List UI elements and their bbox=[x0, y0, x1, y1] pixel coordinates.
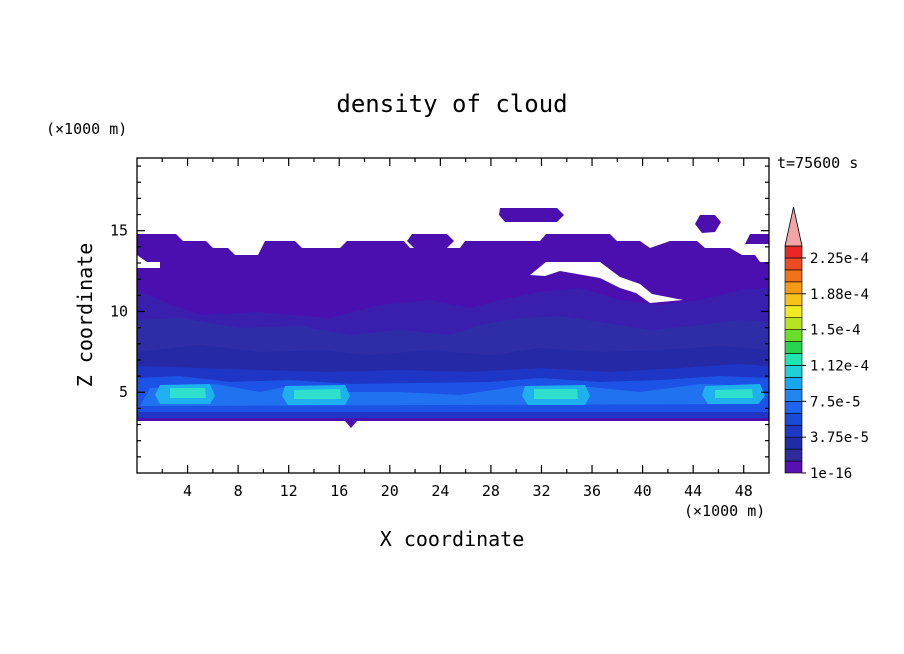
x-tick-label: 16 bbox=[330, 482, 348, 500]
clear-gap bbox=[530, 262, 683, 303]
colorbar-label: 1.88e-4 bbox=[810, 287, 869, 303]
x-unit-label: (×1000 m) bbox=[684, 502, 765, 520]
colorbar-segment bbox=[784, 245, 803, 259]
colorbar-label: 1e-16 bbox=[810, 466, 852, 482]
colorbar-segment bbox=[784, 401, 803, 414]
colorbar-label: 2.25e-4 bbox=[810, 251, 869, 267]
clear-gap bbox=[137, 255, 160, 268]
peak-cell bbox=[170, 388, 206, 398]
plot-frame bbox=[136, 157, 770, 474]
colorbar-segment bbox=[784, 353, 803, 366]
colorbar-extend-arrow bbox=[784, 206, 803, 247]
x-tick-label: 12 bbox=[280, 482, 298, 500]
plot-area bbox=[137, 158, 769, 473]
x-tick-label: 20 bbox=[381, 482, 399, 500]
y-axis-label: Z coordinate bbox=[73, 243, 97, 388]
colorbar-segment bbox=[784, 269, 803, 283]
x-tick-label: 8 bbox=[234, 482, 243, 500]
x-axis: 4 8 12 16 20 24 28 32 36 40 44 48 bbox=[161, 158, 753, 500]
colorbar-segment bbox=[784, 281, 803, 295]
x-tick-label: 40 bbox=[634, 482, 652, 500]
colorbar-segment bbox=[784, 257, 803, 271]
colorbar-label: 7.5e-5 bbox=[810, 394, 861, 410]
colorbar-segment bbox=[784, 389, 803, 402]
peak-cell bbox=[294, 389, 341, 399]
colorbar-segment bbox=[784, 448, 803, 462]
colorbar: 2.25e-4 1.88e-4 1.5e-4 1.12e-4 7.5e-5 3.75e-5… bbox=[784, 206, 869, 482]
y-tick-label: 5 bbox=[119, 383, 128, 401]
cloud-cell bbox=[499, 208, 564, 222]
colorbar-label: 3.75e-5 bbox=[810, 430, 869, 446]
colorbar-segment bbox=[784, 377, 803, 390]
time-label: t=75600 s bbox=[777, 154, 858, 172]
y-axis: 5 10 15 bbox=[110, 165, 769, 458]
colorbar-segment bbox=[784, 341, 803, 354]
cloud-cell bbox=[695, 215, 721, 233]
colorbar-segment bbox=[784, 412, 803, 426]
colorbar-segment bbox=[784, 365, 803, 378]
colorbar-segment bbox=[784, 329, 803, 342]
x-tick-label: 28 bbox=[482, 482, 500, 500]
colorbar-segment bbox=[784, 436, 803, 450]
peak-cell bbox=[534, 389, 578, 399]
y-unit-label: (×1000 m) bbox=[46, 120, 127, 138]
x-tick-label: 4 bbox=[183, 482, 192, 500]
x-tick-label: 44 bbox=[684, 482, 702, 500]
y-tick-label: 15 bbox=[110, 222, 128, 240]
peak-cell bbox=[715, 389, 753, 398]
x-tick-label: 32 bbox=[532, 482, 550, 500]
cloud-cell bbox=[407, 234, 454, 251]
colorbar-segment bbox=[784, 317, 803, 330]
y-tick-label: 10 bbox=[110, 302, 128, 320]
colorbar-segment bbox=[784, 424, 803, 438]
colorbar-label: 1.12e-4 bbox=[810, 358, 869, 374]
colorbar-label: 1.5e-4 bbox=[810, 323, 861, 339]
colorbar-segment bbox=[784, 293, 803, 307]
chart-title: density of cloud bbox=[336, 90, 567, 118]
mid-cloud-region bbox=[137, 345, 769, 378]
x-axis-label: X coordinate bbox=[380, 527, 525, 551]
cloud-cell bbox=[745, 234, 769, 244]
colorbar-segment bbox=[784, 305, 803, 318]
x-tick-label: 24 bbox=[431, 482, 449, 500]
colorbar-segment bbox=[784, 460, 803, 474]
x-tick-label: 48 bbox=[735, 482, 753, 500]
x-tick-label: 36 bbox=[583, 482, 601, 500]
